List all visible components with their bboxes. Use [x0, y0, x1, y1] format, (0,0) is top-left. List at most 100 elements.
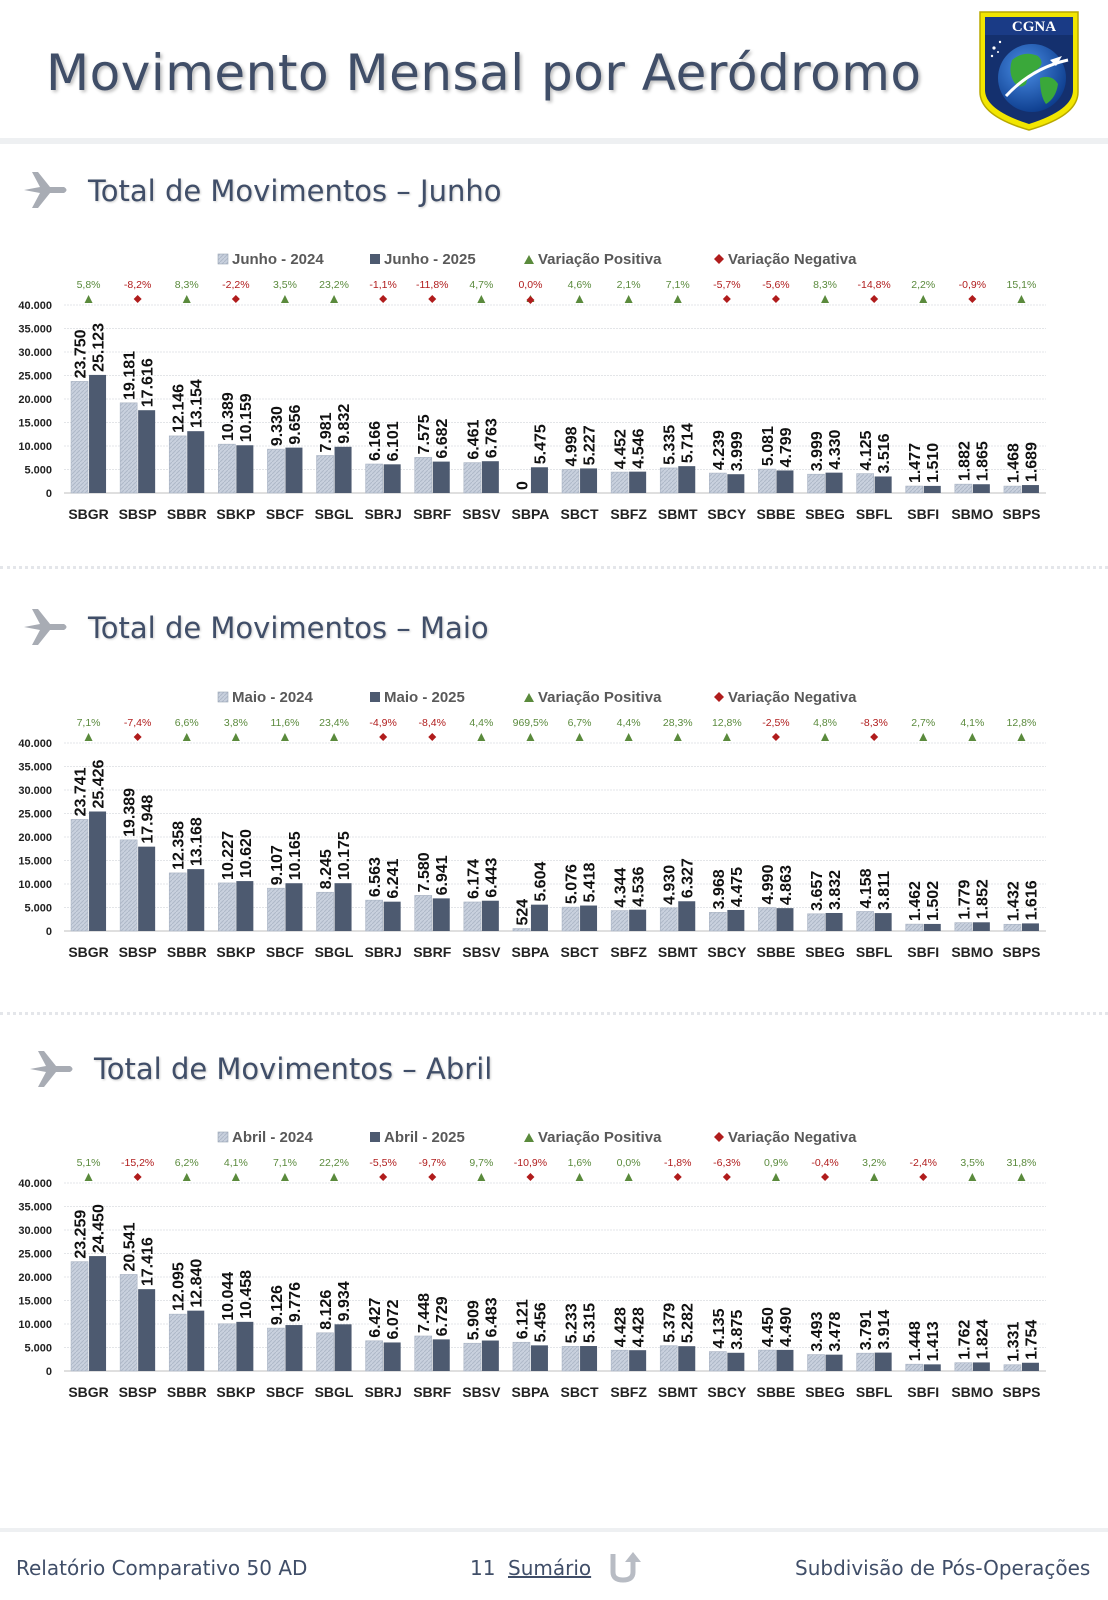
bar-2025: [334, 1324, 352, 1371]
variation-positive-marker: [280, 1173, 289, 1181]
y-tick-label: 30.000: [18, 347, 52, 359]
value-label-2025: 10.165: [287, 831, 304, 880]
chart-maio: Maio - 2024 Maio - 2025 Variação Positiva V…: [18, 689, 1046, 960]
department-name: Subdivisão de Pós-Operações: [795, 1556, 1091, 1580]
category-label: SBCY: [707, 944, 747, 960]
variation-positive-marker: [330, 1173, 339, 1181]
value-label-2024: 19.181: [122, 351, 139, 400]
variation-positive-marker: [231, 1173, 240, 1181]
footer-divider: [0, 1528, 1108, 1532]
category-label: SBBR: [167, 506, 207, 522]
value-label-2024: 7.981: [318, 412, 335, 452]
value-label-2025: 9.934: [336, 1281, 353, 1321]
bar-2024: [807, 473, 825, 494]
bar-2025: [285, 883, 303, 931]
value-label-2025: 4.536: [631, 867, 648, 907]
variation-label: -2,2%: [222, 279, 249, 291]
category-label: SBRJ: [364, 506, 401, 522]
legend-label: Abril - 2025: [384, 1129, 465, 1146]
category-label: SBKP: [216, 506, 255, 522]
value-label-2024: 20.541: [122, 1222, 139, 1271]
category-label: SBBE: [756, 506, 795, 522]
y-tick-label: 25.000: [18, 809, 52, 821]
variation-negative-marker: [428, 733, 437, 741]
category-label: SBMT: [658, 944, 698, 960]
value-label-2025: 3.832: [827, 870, 844, 910]
return-arrow-icon[interactable]: [605, 1546, 645, 1586]
bar-2024: [70, 1261, 89, 1372]
category-label: SBPA: [512, 1384, 550, 1400]
y-tick-label: 15.000: [18, 1296, 52, 1308]
value-label-2025: 13.154: [189, 379, 206, 428]
legend-label: Maio - 2025: [384, 689, 465, 706]
bar-2025: [629, 909, 647, 931]
bar-2024: [267, 1327, 285, 1372]
value-label-2024: 7.580: [416, 852, 433, 892]
legend-label: Maio - 2024: [232, 689, 314, 706]
category-label: SBGL: [315, 944, 354, 960]
bar-2024: [856, 1352, 874, 1372]
variation-label: -5,7%: [713, 279, 740, 291]
variation-positive-marker: [771, 1173, 780, 1181]
y-tick-label: 30.000: [18, 1225, 52, 1237]
value-label-2025: 17.948: [140, 795, 157, 844]
variation-label: -5,5%: [369, 1157, 396, 1169]
variation-positive-marker: [624, 1173, 633, 1181]
variation-positive-marker: [280, 733, 289, 741]
bar-2024: [365, 1340, 383, 1372]
variation-label: 23,4%: [319, 717, 349, 729]
value-label-2025: 9.832: [336, 404, 353, 444]
variation-label: 3,5%: [273, 279, 297, 291]
category-label: SBRF: [413, 944, 452, 960]
variation-negative-marker: [870, 733, 879, 741]
value-label-2025: 25.426: [91, 759, 108, 808]
summary-link[interactable]: Sumário: [508, 1556, 592, 1580]
legend-swatch-2024: [217, 1131, 229, 1143]
cgna-logo: CGNA: [979, 11, 1079, 131]
value-label-2024: 12.146: [171, 384, 188, 433]
y-tick-label: 40.000: [18, 1178, 52, 1190]
bar-2024: [119, 1274, 138, 1372]
variation-label: 3,8%: [224, 717, 248, 729]
category-label: SBMO: [951, 506, 993, 522]
value-label-2025: 9.776: [287, 1282, 304, 1322]
variation-label: 4,4%: [469, 717, 493, 729]
variation-label: 3,5%: [960, 1157, 984, 1169]
variation-positive-marker: [526, 733, 535, 741]
airplane-icon: [30, 1051, 73, 1087]
value-label-2025: 1.824: [974, 1319, 991, 1359]
variation-label: 9,7%: [469, 1157, 493, 1169]
value-label-2025: 25.123: [91, 323, 108, 372]
legend-label: Variação Positiva: [538, 251, 662, 268]
variation-positive-marker: [673, 295, 682, 303]
value-label-2024: 5.081: [760, 426, 777, 466]
bar-2024: [758, 907, 776, 932]
y-tick-label: 10.000: [18, 441, 52, 453]
category-label: SBFZ: [610, 506, 647, 522]
variation-positive-marker: [280, 295, 289, 303]
value-label-2024: 6.461: [465, 419, 482, 459]
value-label-2024: 10.044: [220, 1272, 237, 1321]
variation-label: 4,4%: [617, 717, 641, 729]
y-tick-label: 25.000: [18, 1249, 52, 1261]
legend-swatch-2024: [217, 253, 229, 265]
value-label-2024: 9.126: [269, 1285, 286, 1325]
legend-swatch-2025: [370, 254, 380, 264]
legend-swatch-positive: [524, 1133, 534, 1142]
bar-2024: [1003, 485, 1022, 494]
category-label: SBCF: [266, 1384, 305, 1400]
variation-negative-marker: [722, 1173, 731, 1181]
legend-label: Abril - 2024: [232, 1129, 314, 1146]
variation-positive-marker: [870, 1173, 879, 1181]
variation-positive-marker: [821, 295, 830, 303]
bar-2024: [1003, 1364, 1022, 1372]
value-label-2024: 3.968: [711, 869, 728, 909]
bar-2025: [138, 410, 156, 493]
value-label-2025: 1.865: [974, 441, 991, 481]
value-label-2025: 6.072: [385, 1299, 402, 1339]
legend-swatch-negative: [714, 1132, 724, 1142]
bar-2025: [678, 466, 696, 493]
variation-label: 0,0%: [518, 279, 542, 291]
value-label-2024: 4.998: [564, 426, 581, 466]
value-label-2025: 5.418: [582, 862, 599, 902]
